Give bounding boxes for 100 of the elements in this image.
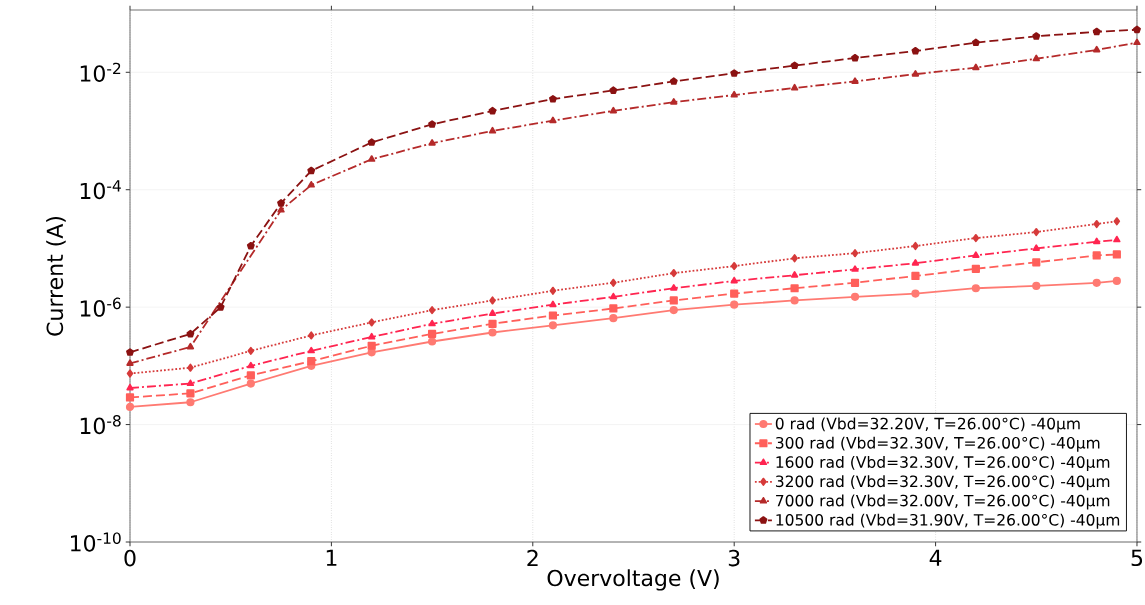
- y-tick-label: 10$^{-10}$: [71, 532, 121, 552]
- point: [307, 166, 316, 175]
- point: [669, 296, 678, 305]
- point: [125, 393, 135, 402]
- point: [912, 241, 919, 251]
- point: [125, 402, 135, 411]
- point: [609, 304, 618, 313]
- point: [307, 331, 315, 340]
- point: [488, 328, 497, 337]
- point: [790, 83, 799, 91]
- point: [126, 359, 134, 366]
- legend-label: 1600 rad (Vbd=32.30V, T=26.00°C) -40µm: [776, 455, 1110, 471]
- point: [911, 271, 920, 281]
- point: [609, 292, 618, 300]
- point: [247, 361, 255, 369]
- point: [488, 106, 497, 115]
- point: [246, 241, 255, 250]
- x-tick-label: 4: [929, 549, 942, 566]
- point: [126, 383, 134, 391]
- y-tick-label: 10$^{-2}$: [80, 62, 121, 82]
- legend-label: 10500 rad (Vbd=31.90V, T=26.00°C) -40µm: [776, 513, 1120, 529]
- point: [1133, 25, 1141, 34]
- point: [790, 61, 799, 70]
- point: [851, 249, 859, 258]
- point: [669, 306, 678, 315]
- point: [428, 139, 436, 146]
- point: [428, 120, 437, 128]
- point: [186, 389, 195, 398]
- point: [367, 341, 376, 350]
- point: [670, 284, 678, 291]
- point: [548, 321, 558, 330]
- point: [609, 314, 618, 323]
- point: [126, 369, 134, 378]
- point: [790, 296, 799, 305]
- point: [1032, 54, 1040, 62]
- point: [1032, 258, 1041, 267]
- point: [488, 126, 497, 134]
- point: [791, 254, 798, 263]
- point: [1092, 251, 1101, 260]
- point: [971, 38, 980, 47]
- point: [911, 70, 920, 77]
- point: [851, 265, 859, 272]
- point: [186, 398, 195, 407]
- y-tick-label: 10$^{-6}$: [80, 297, 121, 317]
- x-axis-title: Overvoltage (V): [547, 569, 719, 591]
- point: [850, 292, 860, 301]
- point: [549, 300, 557, 308]
- point: [186, 329, 195, 338]
- point: [972, 251, 980, 258]
- point: [548, 94, 557, 103]
- x-tick-label: 1: [326, 549, 337, 566]
- point: [1112, 276, 1121, 285]
- point: [851, 77, 859, 84]
- point: [187, 363, 194, 372]
- legend-label: 0 rad (Vbd=32.20V, T=26.00°C) -40µm: [775, 417, 1080, 433]
- point: [307, 180, 315, 188]
- point: [1093, 45, 1101, 53]
- point: [730, 262, 738, 271]
- point: [730, 300, 739, 309]
- point: [488, 319, 497, 328]
- point: [1133, 38, 1141, 46]
- point: [730, 69, 739, 77]
- point: [246, 371, 255, 380]
- point: [549, 116, 557, 124]
- point: [488, 309, 497, 316]
- point: [367, 138, 376, 146]
- point: [609, 106, 618, 114]
- y-tick-label: 10$^{-8}$: [80, 414, 121, 435]
- point: [972, 233, 980, 243]
- point: [246, 379, 255, 388]
- point: [1112, 250, 1121, 259]
- point: [489, 296, 496, 305]
- legend-label: 3200 rad (Vbd=32.30V, T=26.00°C) -40µm: [775, 475, 1110, 491]
- point: [610, 278, 617, 287]
- point: [427, 337, 437, 346]
- x-tick-label: 5: [1131, 549, 1143, 567]
- point: [730, 289, 739, 298]
- x-tick-label: 3: [728, 549, 740, 567]
- point: [971, 264, 980, 273]
- point: [790, 271, 799, 278]
- point: [1113, 217, 1121, 226]
- point: [911, 46, 920, 55]
- point: [126, 348, 134, 356]
- point: [216, 303, 225, 311]
- point: [277, 205, 285, 213]
- point: [186, 379, 195, 387]
- point: [911, 259, 920, 266]
- point: [1032, 281, 1041, 291]
- point: [669, 77, 678, 85]
- point: [911, 289, 920, 298]
- point: [277, 199, 285, 207]
- point: [548, 311, 558, 320]
- point: [670, 269, 678, 278]
- point: [1093, 219, 1100, 229]
- point: [428, 319, 436, 327]
- point: [186, 342, 195, 350]
- point: [368, 155, 376, 162]
- point: [790, 284, 799, 293]
- point: [1113, 235, 1121, 243]
- point: [549, 286, 557, 295]
